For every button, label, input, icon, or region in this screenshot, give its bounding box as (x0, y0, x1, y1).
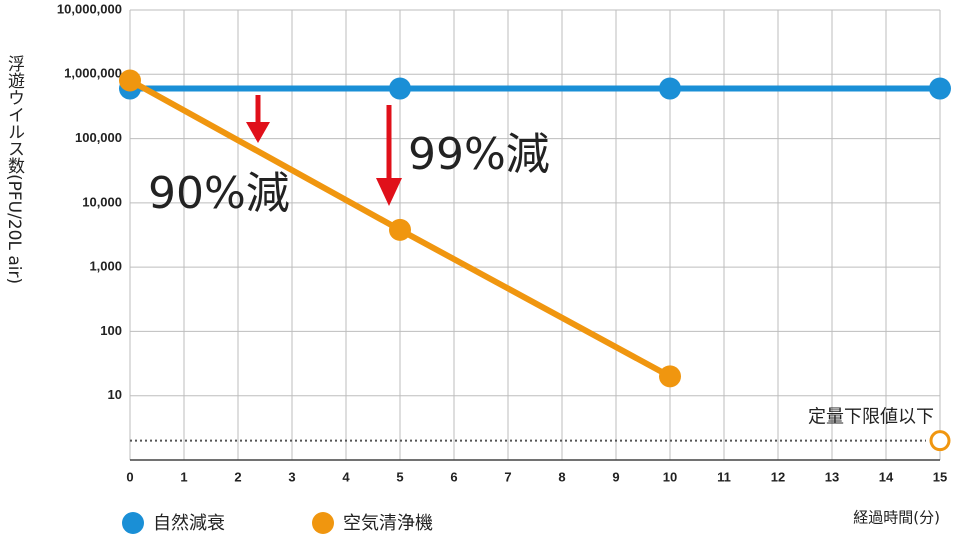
x-tick-label: 15 (933, 469, 947, 484)
y-axis-title: 浮遊ウイルス数(PFU/20L air) (4, 55, 25, 284)
marker (659, 77, 681, 100)
y-tick-label: 1,000 (89, 259, 122, 274)
x-tick-label: 12 (771, 469, 785, 484)
y-tick-label: 100 (100, 323, 122, 338)
legend-label: 自然減衰 (153, 513, 225, 534)
marker (929, 77, 951, 100)
marker (389, 77, 411, 100)
legend-label: 空気清浄機 (343, 513, 433, 534)
y-tick-label: 10,000,000 (57, 1, 122, 16)
x-tick-label: 13 (825, 469, 839, 484)
marker (659, 365, 681, 388)
x-tick-label: 1 (180, 469, 187, 484)
x-tick-label: 6 (450, 469, 457, 484)
x-tick-label: 11 (717, 469, 731, 484)
x-axis-title: 経過時間(分) (853, 509, 940, 527)
legend-marker (312, 512, 334, 534)
x-tick-label: 2 (234, 469, 241, 484)
x-tick-label: 14 (879, 469, 894, 484)
arrow-head (376, 178, 402, 206)
arrows (246, 95, 402, 206)
x-tick-label: 4 (342, 469, 350, 484)
limit-label: 定量下限値以下 (808, 407, 934, 428)
arrow-head (246, 122, 270, 143)
x-tick-label: 7 (504, 469, 511, 484)
x-tick-label: 0 (126, 469, 133, 484)
x-tick-label: 10 (663, 469, 677, 484)
annotation: 90%減 (148, 168, 290, 219)
marker (119, 69, 141, 92)
marker (389, 218, 411, 241)
legend-marker (122, 512, 144, 534)
y-tick-label: 1,000,000 (64, 66, 122, 81)
y-tick-label: 10,000 (82, 194, 122, 209)
y-tick-label: 100,000 (75, 130, 122, 145)
x-tick-label: 3 (288, 469, 295, 484)
x-tick-label: 8 (558, 469, 565, 484)
annotation: 99%減 (408, 129, 550, 180)
y-tick-label: 10 (108, 387, 122, 402)
x-tick-label: 9 (612, 469, 619, 484)
x-tick-label: 5 (396, 469, 403, 484)
limit-marker (929, 430, 951, 452)
